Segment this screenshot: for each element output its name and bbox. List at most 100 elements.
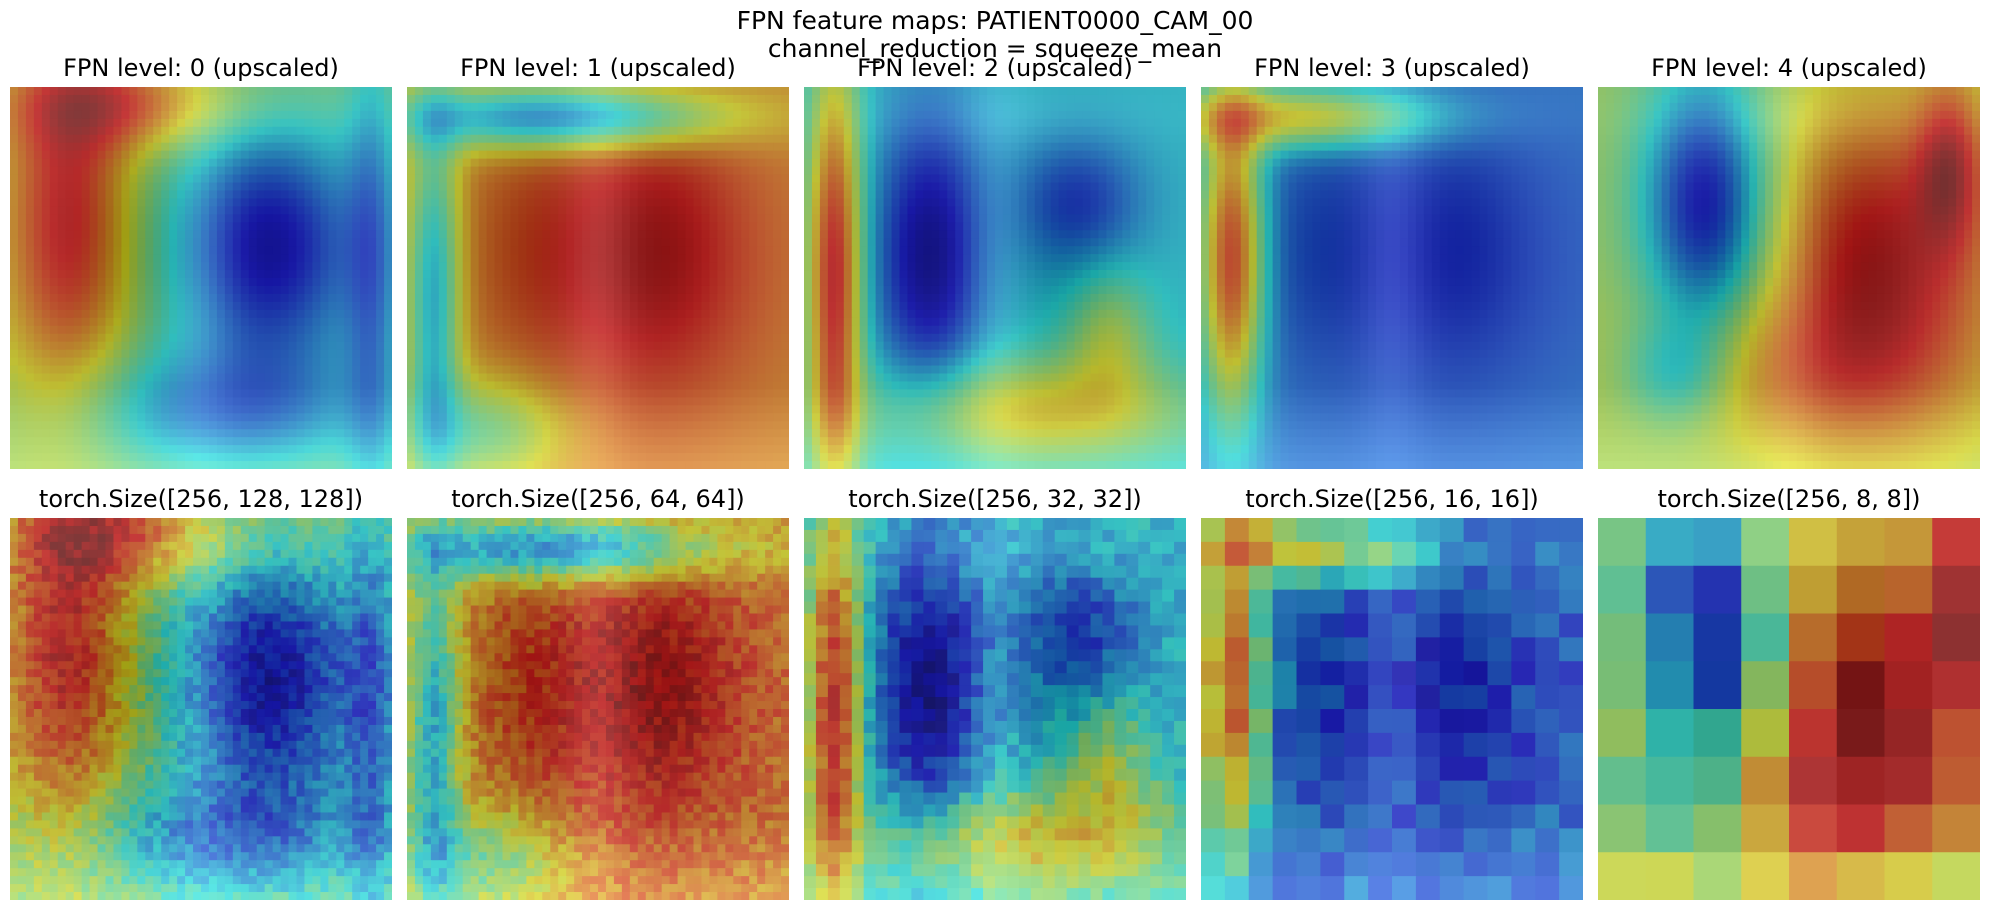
heatmap-cell bbox=[360, 118, 369, 128]
heatmap-cell bbox=[1074, 142, 1084, 152]
heatmap-cell bbox=[304, 453, 314, 462]
heatmap-cell bbox=[10, 238, 19, 247]
heatmap-cell bbox=[328, 102, 337, 112]
heatmap-cell bbox=[384, 429, 392, 438]
heatmap-cell bbox=[979, 94, 988, 104]
heatmap-cell bbox=[637, 429, 647, 438]
heatmap-cell bbox=[185, 158, 194, 168]
heatmap-cell bbox=[304, 158, 314, 168]
heatmap-cell bbox=[621, 134, 631, 144]
heatmap-cell bbox=[462, 198, 472, 207]
heatmap-cell bbox=[177, 357, 186, 367]
heatmap-cell bbox=[1050, 126, 1060, 136]
heatmap-cell bbox=[137, 357, 146, 367]
heatmap-cell bbox=[129, 198, 138, 207]
heatmap-cell bbox=[558, 134, 567, 144]
heatmap-cell bbox=[288, 349, 298, 359]
heatmap-cell bbox=[661, 461, 671, 469]
heatmap-cell bbox=[73, 166, 83, 176]
heatmap-cell bbox=[478, 134, 488, 144]
heatmap-cell bbox=[438, 222, 448, 231]
heatmap-cell bbox=[288, 87, 298, 96]
heatmap-cell bbox=[376, 461, 385, 469]
heatmap-cell bbox=[605, 166, 615, 176]
heatmap-cell bbox=[478, 389, 488, 398]
heatmap-cell bbox=[550, 325, 559, 335]
heatmap-cell bbox=[1066, 126, 1076, 136]
heatmap-cell bbox=[49, 413, 59, 422]
heatmap-cell bbox=[193, 102, 202, 112]
heatmap-cell bbox=[360, 222, 369, 231]
heatmap-cell bbox=[73, 437, 83, 446]
heatmap-cell bbox=[73, 309, 83, 319]
heatmap-cell bbox=[550, 437, 559, 446]
heatmap-cell bbox=[145, 389, 154, 398]
heatmap-cell bbox=[288, 230, 298, 239]
heatmap-cell bbox=[645, 118, 655, 128]
heatmap-cell bbox=[558, 293, 567, 303]
heatmap-cell bbox=[113, 214, 123, 223]
heatmap-cell bbox=[534, 134, 543, 144]
heatmap-cell bbox=[25, 333, 35, 343]
heatmap-cell bbox=[701, 301, 711, 311]
heatmap-cell bbox=[137, 182, 146, 192]
heatmap-cell bbox=[129, 182, 138, 192]
heatmap-cell bbox=[605, 198, 615, 207]
heatmap-cell bbox=[478, 373, 488, 383]
heatmap-cell bbox=[843, 118, 853, 128]
heatmap-cell bbox=[264, 405, 274, 414]
heatmap-cell bbox=[717, 174, 726, 184]
heatmap-cell bbox=[328, 110, 337, 120]
heatmap-cell bbox=[1010, 94, 1020, 104]
heatmap-cell bbox=[741, 341, 750, 351]
heatmap-cell bbox=[232, 413, 242, 422]
heatmap-cell bbox=[264, 230, 274, 239]
heatmap-cell bbox=[574, 94, 583, 104]
heatmap-cell bbox=[414, 421, 424, 430]
heatmap-cell bbox=[939, 118, 948, 128]
heatmap-cell bbox=[701, 325, 711, 335]
heatmap-cell bbox=[129, 437, 138, 446]
heatmap-cell bbox=[717, 349, 726, 359]
heatmap-cell bbox=[526, 397, 535, 406]
heatmap-cell bbox=[352, 110, 361, 120]
heatmap-cell bbox=[185, 222, 194, 231]
heatmap-cell bbox=[1162, 110, 1171, 120]
heatmap-cell bbox=[1106, 87, 1115, 96]
heatmap-cell bbox=[81, 421, 91, 430]
heatmap-cell bbox=[153, 142, 162, 152]
heatmap-cell bbox=[542, 102, 551, 112]
heatmap-cell bbox=[693, 230, 703, 239]
heatmap-cell bbox=[240, 262, 250, 271]
heatmap-cell bbox=[49, 317, 59, 327]
heatmap-cell bbox=[558, 182, 567, 192]
heatmap-cell bbox=[17, 397, 27, 406]
heatmap-cell bbox=[709, 262, 718, 271]
heatmap-cell bbox=[987, 118, 996, 128]
heatmap-cell bbox=[701, 94, 711, 104]
heatmap-cell bbox=[360, 421, 369, 430]
heatmap-cell bbox=[773, 461, 782, 469]
heatmap-cell bbox=[590, 134, 599, 144]
heatmap-cell bbox=[272, 262, 282, 271]
heatmap-cell bbox=[384, 413, 392, 422]
heatmap-cell bbox=[328, 333, 337, 343]
heatmap-cell bbox=[352, 437, 361, 446]
heatmap-cell bbox=[835, 87, 845, 96]
heatmap-cell bbox=[177, 102, 186, 112]
heatmap-cell bbox=[502, 381, 512, 391]
heatmap-cell bbox=[368, 437, 377, 446]
heatmap-cell bbox=[41, 461, 51, 469]
heatmap-cell bbox=[17, 413, 27, 422]
heatmap-cell bbox=[121, 453, 130, 462]
heatmap-cell bbox=[232, 278, 242, 287]
heatmap-cell bbox=[446, 373, 456, 383]
heatmap-cell bbox=[669, 285, 679, 295]
heatmap-cell bbox=[97, 437, 107, 446]
heatmap-cell bbox=[81, 270, 91, 279]
heatmap-cell bbox=[454, 166, 464, 176]
heatmap-cell bbox=[733, 437, 742, 446]
heatmap-cell bbox=[208, 262, 218, 271]
heatmap-cell bbox=[216, 461, 226, 469]
heatmap-cell bbox=[248, 453, 258, 462]
